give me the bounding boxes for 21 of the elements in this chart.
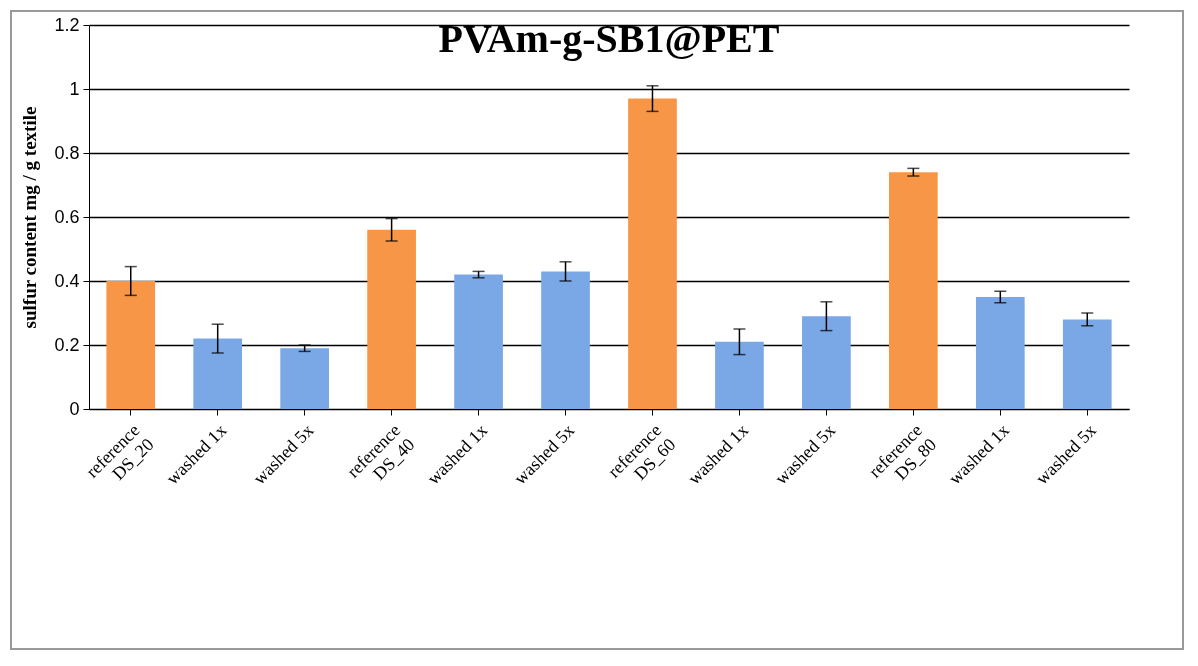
- bar: [889, 172, 938, 409]
- y-tick-label: 0.8: [54, 142, 80, 163]
- y-tick-label: 0.2: [54, 334, 80, 355]
- bar: [454, 274, 503, 409]
- bar: [541, 271, 590, 409]
- bar: [193, 338, 243, 409]
- bar: [367, 229, 416, 409]
- bar: [106, 281, 156, 409]
- bar: [715, 341, 764, 409]
- bar: [628, 98, 677, 409]
- bar: [280, 348, 329, 409]
- bar: [802, 316, 851, 409]
- y-tick-label: 0: [69, 398, 80, 419]
- y-tick-label: 0.6: [54, 206, 80, 227]
- y-tick-label: 1.2: [54, 14, 80, 35]
- chart-title: PVAm-g-SB1@PET: [438, 16, 780, 61]
- bar: [1062, 319, 1112, 409]
- y-axis-title: sulfur content mg / g textile: [19, 106, 41, 329]
- y-tick-label: 1: [69, 78, 80, 99]
- y-tick-label: 0.4: [54, 270, 80, 291]
- bar: [975, 297, 1025, 409]
